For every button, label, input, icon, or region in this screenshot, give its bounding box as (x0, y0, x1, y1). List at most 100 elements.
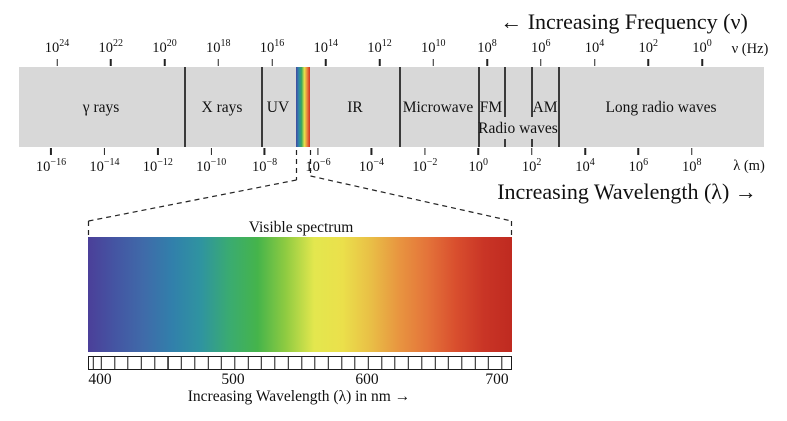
frequency-axis-tick: 100 (692, 38, 712, 66)
wavelength-axis-unit: λ (m) (733, 158, 765, 174)
frequency-tick-label: 104 (584, 38, 605, 56)
wavelength-tick-label: 10−4 (358, 157, 384, 175)
frequency-axis-tick: 1020 (152, 38, 177, 66)
wavelength-axis-tick: 106 (628, 148, 649, 176)
tick-mark (530, 148, 533, 155)
frequency-tick-label: 1024 (44, 38, 70, 56)
wavelength-axis-tick: 108 (682, 148, 702, 176)
frequency-axis-tick: 104 (584, 38, 605, 66)
tick-mark (637, 148, 640, 155)
tick-mark (486, 58, 488, 66)
tick-mark (378, 58, 381, 66)
frequency-axis-tick: 108 (477, 38, 497, 66)
region-x-rays: X rays (201, 99, 243, 116)
frequency-axis-tick: 1022 (98, 38, 124, 66)
frequency-tick-label: 1016 (259, 38, 285, 56)
wavelength-tick-label: 102 (521, 157, 542, 175)
frequency-axis-tick: 1016 (259, 38, 285, 66)
tick-mark (432, 58, 434, 66)
divider-am-left-top (531, 67, 533, 117)
divider-microwave-radio (478, 67, 480, 147)
tick-mark (217, 58, 219, 66)
wavelength-tick-label: 10−2 (412, 157, 438, 175)
wavelength-tick-label: 10−8 (252, 157, 278, 175)
region-microwave: Microwave (402, 99, 474, 116)
divider-fm-right-top (504, 67, 506, 117)
scale-label-600: 600 (355, 371, 379, 388)
tick-mark (110, 58, 112, 66)
frequency-axis-tick: 1018 (206, 38, 231, 66)
tick-mark (325, 58, 327, 66)
tick-mark (424, 148, 426, 155)
region-am: AM (532, 99, 558, 116)
wavelength-axis-tick: 10−6 (305, 148, 331, 176)
divider-am-left-bottom (531, 139, 533, 147)
wavelength-ruler (88, 356, 512, 370)
frequency-axis-tick: 1024 (44, 38, 70, 66)
increasing-frequency-caption: ← Increasing Frequency (ν) (500, 9, 748, 34)
tick-mark (540, 58, 542, 66)
frequency-tick-label: 1022 (98, 38, 124, 56)
tick-mark (50, 148, 52, 155)
wavelength-axis-tick: 10−16 (36, 148, 66, 176)
frequency-axis-tick: 102 (638, 38, 659, 66)
frequency-tick-label: 108 (477, 38, 497, 56)
wavelength-axis-tick: 10−12 (143, 148, 173, 176)
frequency-axis-tick: 1012 (367, 38, 392, 66)
frequency-tick-label: 102 (638, 38, 659, 56)
region-ir: IR (347, 99, 363, 116)
visible-spectrum-gradient (88, 237, 512, 352)
visible-light-strip (296, 67, 310, 147)
wavelength-tick-label: 100 (468, 157, 488, 175)
wavelength-tick-label: 10−12 (142, 157, 173, 175)
frequency-tick-label: 1012 (367, 38, 392, 56)
scale-label-500: 500 (221, 371, 245, 388)
tick-mark (163, 58, 166, 66)
tick-mark (584, 148, 586, 155)
divider-fm-right-bottom (504, 139, 506, 147)
tick-mark (263, 148, 266, 155)
region-long-radio: Long radio waves (605, 99, 717, 116)
region-radio-waves: Radio waves (478, 120, 558, 137)
tick-mark (370, 148, 373, 155)
frequency-tick-label: 1010 (421, 38, 446, 56)
wavelength-tick-label: 10−10 (196, 157, 227, 175)
frequency-tick-label: 1018 (206, 38, 231, 56)
tick-mark (56, 58, 58, 66)
wavelength-axis-tick: 100 (468, 148, 488, 176)
wavelength-tick-label: 10−16 (35, 157, 67, 175)
tick-mark (647, 58, 649, 66)
tick-mark (477, 148, 479, 155)
frequency-tick-label: 106 (531, 38, 551, 56)
scale-label-400: 400 (88, 371, 112, 388)
frequency-tick-label: 1014 (313, 38, 339, 56)
tick-mark (210, 148, 212, 155)
tick-mark (317, 148, 319, 155)
wavelength-axis-tick: 10−10 (196, 148, 226, 176)
region-uv: UV (266, 99, 290, 116)
wavelength-tick-label: 108 (682, 157, 702, 175)
spectrum-band (19, 67, 764, 147)
divider-radio-longradio (558, 67, 560, 147)
region-fm: FM (479, 99, 503, 116)
divider-ir-microwave (399, 67, 401, 147)
tick-mark (103, 148, 106, 155)
wavelength-tick-label: 10−6 (305, 157, 331, 175)
wavelength-tick-label: 106 (628, 157, 649, 175)
wavelength-axis-tick: 10−2 (412, 148, 437, 176)
wavelength-axis-tick: 102 (521, 148, 542, 176)
tick-mark (271, 58, 273, 66)
wavelength-tick-label: 104 (575, 157, 595, 175)
region-gamma-rays: γ rays (82, 99, 120, 116)
wavelength-axis-tick: 104 (575, 148, 595, 176)
tick-mark (593, 58, 596, 66)
frequency-axis-tick: 1010 (421, 38, 446, 66)
visible-spectrum-label: Visible spectrum (248, 219, 354, 236)
wavelength-tick-label: 10−14 (89, 157, 120, 175)
frequency-axis-unit: ν (Hz) (731, 41, 769, 57)
wavelength-axis-tick: 10−4 (359, 148, 384, 176)
increasing-wavelength-caption: Increasing Wavelength (λ) → (497, 179, 757, 204)
visible-wavelength-caption: Increasing Wavelength (λ) in nm → (187, 388, 411, 405)
tick-mark (157, 148, 159, 155)
